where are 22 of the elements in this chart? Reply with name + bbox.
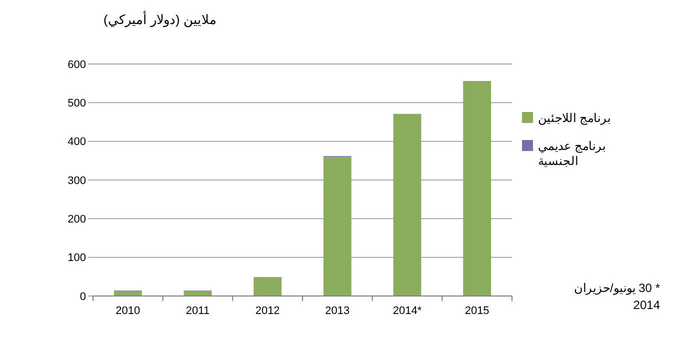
x-tick-label: 2014* (392, 305, 422, 317)
bar (114, 290, 142, 296)
bar (323, 156, 352, 296)
bar (184, 290, 212, 296)
y-tick-label: 400 (68, 136, 86, 148)
y-tick-label: 0 (80, 290, 86, 303)
legend-label: برنامج عديمي الجنسية (538, 139, 606, 168)
y-tick-label: 600 (68, 58, 86, 71)
y-tick-label: 100 (68, 252, 86, 264)
y-tick-label: 500 (68, 98, 86, 110)
legend-label: برنامج اللاجئين (538, 111, 610, 125)
y-axis-title: ملايين (دولار أميركي) (104, 11, 216, 28)
x-tick-label: 2015 (464, 305, 490, 317)
y-tick-label: 300 (68, 174, 86, 187)
x-tick-label: 2013 (325, 305, 350, 317)
bar (393, 114, 422, 296)
bar (254, 277, 282, 296)
x-tick-label: 2012 (255, 305, 280, 317)
y-tick-label: 200 (68, 214, 86, 226)
x-tick-label: 2010 (116, 305, 140, 317)
bar (463, 81, 492, 296)
x-tick-label: 2011 (186, 305, 210, 317)
